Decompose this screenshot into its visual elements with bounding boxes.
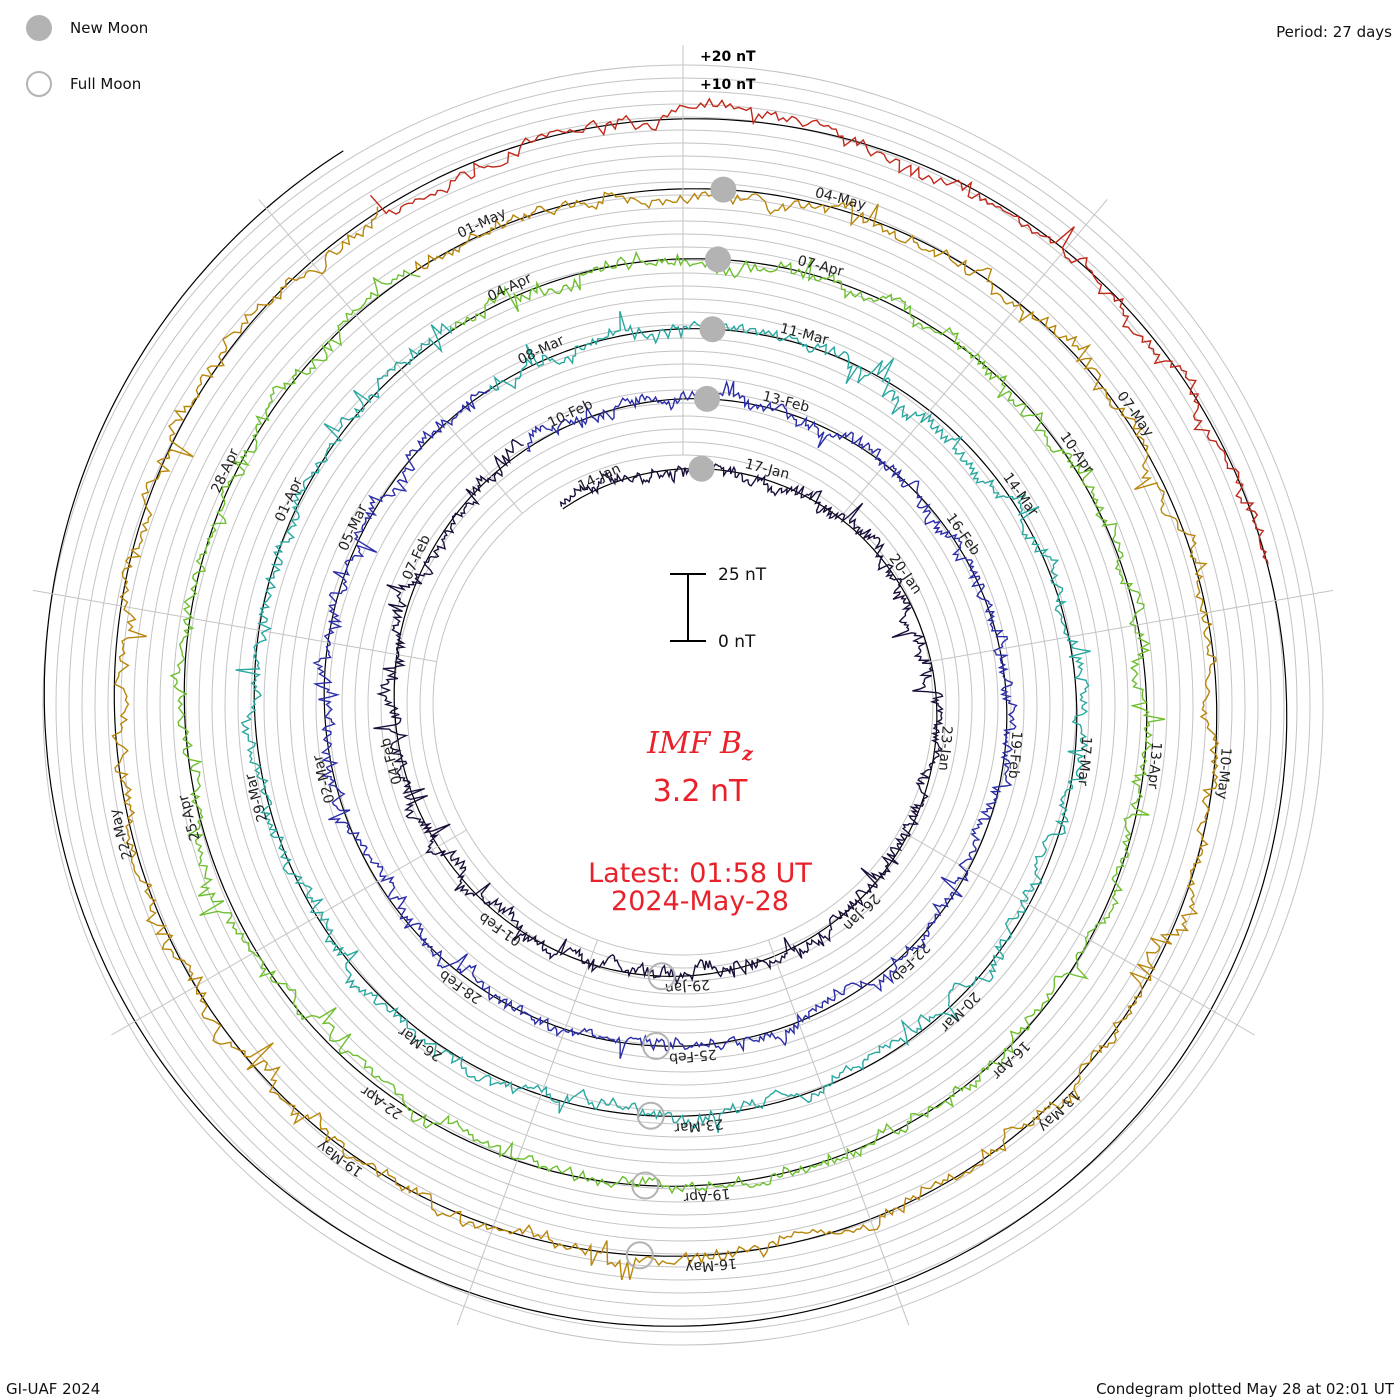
full-moon-marker	[631, 1171, 660, 1200]
grid-spoke	[32, 589, 437, 663]
date-label: 04-Apr	[485, 270, 534, 305]
moon-marker-layer	[625, 176, 737, 1270]
full-moon-icon	[26, 71, 52, 97]
date-label: 19-Apr	[683, 1185, 731, 1205]
quantity-subscript: z	[742, 743, 753, 765]
date-label: 17-Jan	[743, 456, 791, 483]
scale-bar-high-label: 25 nT	[718, 565, 767, 585]
date-label: 17-Mar	[1074, 736, 1094, 787]
grid-spoke	[929, 589, 1334, 663]
credit-label: GI-UAF 2024	[6, 1380, 101, 1398]
date-label: 08-Mar	[515, 332, 567, 368]
grid-spoke	[899, 829, 1255, 1036]
date-label: 16-May	[684, 1255, 737, 1276]
new-moon-label: New Moon	[70, 19, 149, 37]
grid-spoke	[258, 199, 523, 514]
date-label: 13-Apr	[1144, 741, 1164, 789]
date-label: 13-Feb	[761, 388, 811, 415]
date-label: 16-Feb	[942, 511, 983, 559]
grid-spoke	[843, 199, 1108, 514]
scale-bar: 25 nT 0 nT	[670, 565, 767, 652]
plotted-label: Condegram plotted May 28 at 02:01 UT	[1096, 1380, 1394, 1398]
series-trace-2	[235, 311, 1091, 1133]
period-label: Period: 27 days	[1276, 23, 1392, 41]
date-label: 20-Mar	[937, 988, 983, 1035]
full-moon-label: Full Moon	[70, 75, 142, 93]
series-trace-0	[373, 438, 944, 986]
date-label: 19-Feb	[1005, 731, 1025, 780]
top-scale-label-10: +10 nT	[700, 77, 756, 93]
series-trace-4	[111, 190, 1220, 1281]
date-label: 23-Mar	[673, 1115, 724, 1136]
grid-spoke	[456, 939, 598, 1326]
latest-time: Latest: 01:58 UT	[588, 858, 812, 889]
latest-date: 2024-May-28	[611, 886, 789, 917]
full-moon-marker	[625, 1241, 654, 1270]
new-moon-marker	[710, 176, 737, 203]
series-layer	[111, 97, 1269, 1281]
full-moon-marker	[642, 1032, 671, 1060]
grid-spoke	[111, 829, 467, 1036]
date-label: 14-Jan	[576, 461, 624, 495]
grid-spoke	[768, 939, 910, 1326]
quantity-title: IMF Bz	[0, 726, 1400, 765]
scale-bar-low-label: 0 nT	[718, 632, 756, 652]
series-trace-1	[312, 379, 1018, 1059]
series-trace-5	[369, 97, 1269, 565]
date-label: 10-May	[1214, 747, 1234, 800]
new-moon-icon	[26, 15, 52, 41]
full-moon-marker	[647, 962, 676, 991]
date-label: 29-Jan	[664, 976, 711, 996]
date-label: 13-May	[1035, 1086, 1083, 1134]
full-moon-marker	[636, 1101, 665, 1130]
new-moon-marker	[688, 455, 715, 482]
date-label: 10-Feb	[546, 396, 596, 431]
grid-circle	[367, 389, 999, 1021]
quantity-main: IMF B	[647, 726, 743, 761]
date-label: 25-Feb	[668, 1046, 717, 1067]
date-label: 28-Apr	[208, 446, 242, 495]
top-scale-label-20: +20 nT	[700, 49, 756, 65]
date-label: 23-Jan	[935, 725, 954, 771]
date-label: 01-Apr	[272, 475, 306, 524]
legend-full-moon: Full Moon	[26, 69, 141, 99]
current-value: 3.2 nT	[652, 774, 748, 809]
new-moon-marker	[694, 385, 720, 412]
new-moon-marker	[705, 246, 731, 273]
series-trace-3	[169, 250, 1166, 1195]
baseline-spiral	[43, 118, 1288, 1327]
new-moon-marker	[699, 316, 726, 343]
legend-new-moon: New Moon	[26, 13, 148, 43]
